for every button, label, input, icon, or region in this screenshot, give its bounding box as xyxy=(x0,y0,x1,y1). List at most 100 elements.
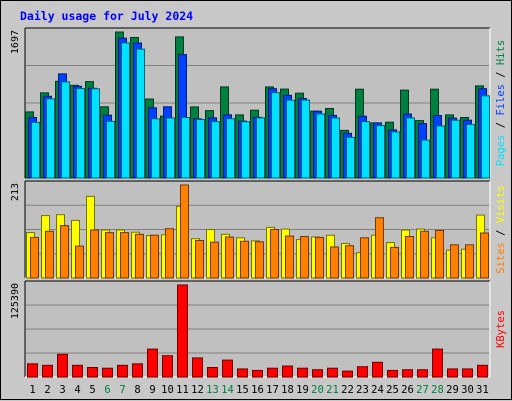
bar-kbytes-day-15 xyxy=(237,368,248,378)
bar-sites-day-3 xyxy=(60,225,69,279)
bar-sites-day-31 xyxy=(480,232,489,279)
y-max-label-hits-files-pages: 1697 xyxy=(10,30,21,54)
bar-kbytes-day-5 xyxy=(87,367,98,378)
bar-sites-day-12 xyxy=(195,240,204,279)
bar-sites-day-25 xyxy=(390,246,399,279)
bar-pages-day-23 xyxy=(361,121,370,179)
x-tick-label-day-15: 15 xyxy=(236,384,249,396)
bar-sites-day-17 xyxy=(270,229,279,279)
legend-part: Sites xyxy=(495,242,507,274)
bar-pages-day-13 xyxy=(211,121,220,179)
bar-pages-day-14 xyxy=(226,118,235,179)
bar-kbytes-day-26 xyxy=(402,369,413,378)
bar-kbytes-day-18 xyxy=(282,365,293,378)
bar-pages-day-3 xyxy=(61,81,70,179)
bar-pages-day-9 xyxy=(151,118,160,179)
bar-pages-day-18 xyxy=(286,99,295,179)
bar-sites-day-16 xyxy=(255,241,264,279)
legend-part: / xyxy=(495,223,507,242)
bar-kbytes-day-7 xyxy=(117,364,128,378)
bar-kbytes-day-9 xyxy=(147,348,158,378)
bar-pages-day-16 xyxy=(256,117,265,179)
series-legend-visits-sites: Sites / Visits xyxy=(495,185,507,274)
x-tick-label-day-1: 1 xyxy=(29,384,35,396)
bar-pages-day-20 xyxy=(316,113,325,179)
x-tick-label-day-31: 31 xyxy=(476,384,489,396)
bar-pages-day-28 xyxy=(436,125,445,179)
bar-pages-day-15 xyxy=(241,121,250,179)
x-tick-label-day-24: 24 xyxy=(371,384,384,396)
bar-sites-day-18 xyxy=(285,235,294,279)
bar-pages-day-27 xyxy=(421,139,430,179)
x-tick-label-day-9: 9 xyxy=(149,384,155,396)
series-legend-hits-files-pages: Pages / Files / Hits xyxy=(495,40,507,166)
bar-kbytes-day-30 xyxy=(462,368,473,378)
bar-sites-day-24 xyxy=(375,217,384,279)
bar-kbytes-day-2 xyxy=(42,364,53,378)
bar-pages-day-4 xyxy=(76,88,85,179)
bar-sites-day-26 xyxy=(405,236,414,279)
legend-part: Pages xyxy=(495,135,507,167)
x-tick-label-day-19: 19 xyxy=(296,384,309,396)
x-tick-label-day-11: 11 xyxy=(176,384,189,396)
bar-sites-day-20 xyxy=(315,236,324,279)
chart-title: Daily usage for July 2024 xyxy=(20,9,193,23)
bar-sites-day-29 xyxy=(450,244,459,279)
x-tick-label-day-30: 30 xyxy=(461,384,474,396)
x-tick-label-day-23: 23 xyxy=(356,384,369,396)
bar-sites-day-10 xyxy=(165,228,174,279)
series-legend-kbytes: KBytes xyxy=(495,310,507,348)
bar-kbytes-day-29 xyxy=(447,368,458,378)
x-tick-label-day-3: 3 xyxy=(59,384,65,396)
bar-sites-day-19 xyxy=(300,236,309,279)
bar-sites-day-27 xyxy=(420,230,429,279)
x-tick-label-day-29: 29 xyxy=(446,384,459,396)
bar-kbytes-day-28 xyxy=(432,348,443,378)
bar-kbytes-day-21 xyxy=(327,367,338,378)
x-tick-label-day-27: 27 xyxy=(416,384,429,396)
bar-pages-day-5 xyxy=(91,88,100,179)
bar-sites-day-6 xyxy=(105,232,114,279)
bar-pages-day-6 xyxy=(106,120,115,179)
bar-pages-day-21 xyxy=(331,117,340,179)
x-tick-label-day-22: 22 xyxy=(341,384,354,396)
x-tick-label-day-10: 10 xyxy=(161,384,174,396)
x-tick-label-day-28: 28 xyxy=(431,384,444,396)
bar-pages-day-19 xyxy=(301,99,310,179)
x-tick-label-day-13: 13 xyxy=(206,384,219,396)
bar-pages-day-11 xyxy=(181,117,190,179)
x-tick-label-day-14: 14 xyxy=(221,384,234,396)
x-tick-label-day-12: 12 xyxy=(191,384,204,396)
bar-pages-day-26 xyxy=(406,117,415,179)
bar-kbytes-day-13 xyxy=(207,367,218,378)
bar-sites-day-23 xyxy=(360,237,369,279)
legend-part: KBytes xyxy=(495,310,507,348)
bar-kbytes-day-4 xyxy=(72,364,83,378)
bar-sites-day-5 xyxy=(90,229,99,279)
bar-kbytes-day-25 xyxy=(387,369,398,378)
bar-kbytes-day-12 xyxy=(192,357,203,378)
bar-sites-day-4 xyxy=(75,245,84,279)
bar-kbytes-day-10 xyxy=(162,355,173,378)
bar-pages-day-7 xyxy=(121,42,130,179)
bar-kbytes-day-6 xyxy=(102,367,113,378)
bar-kbytes-day-24 xyxy=(372,361,383,378)
bar-pages-day-2 xyxy=(46,98,55,179)
x-tick-label-day-20: 20 xyxy=(311,384,324,396)
bar-pages-day-17 xyxy=(271,92,280,179)
x-tick-label-day-4: 4 xyxy=(74,384,80,396)
bar-kbytes-day-1 xyxy=(27,363,38,378)
bar-pages-day-8 xyxy=(136,48,145,179)
legend-part: Files xyxy=(495,84,507,116)
bar-kbytes-day-22 xyxy=(342,370,353,378)
bar-sites-day-21 xyxy=(330,246,339,279)
bar-pages-day-1 xyxy=(31,121,40,179)
x-tick-label-day-6: 6 xyxy=(104,384,110,396)
x-tick-label-day-5: 5 xyxy=(89,384,95,396)
legend-part: Hits xyxy=(495,40,507,65)
bar-kbytes-day-3 xyxy=(57,353,68,378)
bar-sites-day-30 xyxy=(465,244,474,279)
bar-kbytes-day-8 xyxy=(132,363,143,378)
bar-kbytes-day-11 xyxy=(177,284,188,378)
